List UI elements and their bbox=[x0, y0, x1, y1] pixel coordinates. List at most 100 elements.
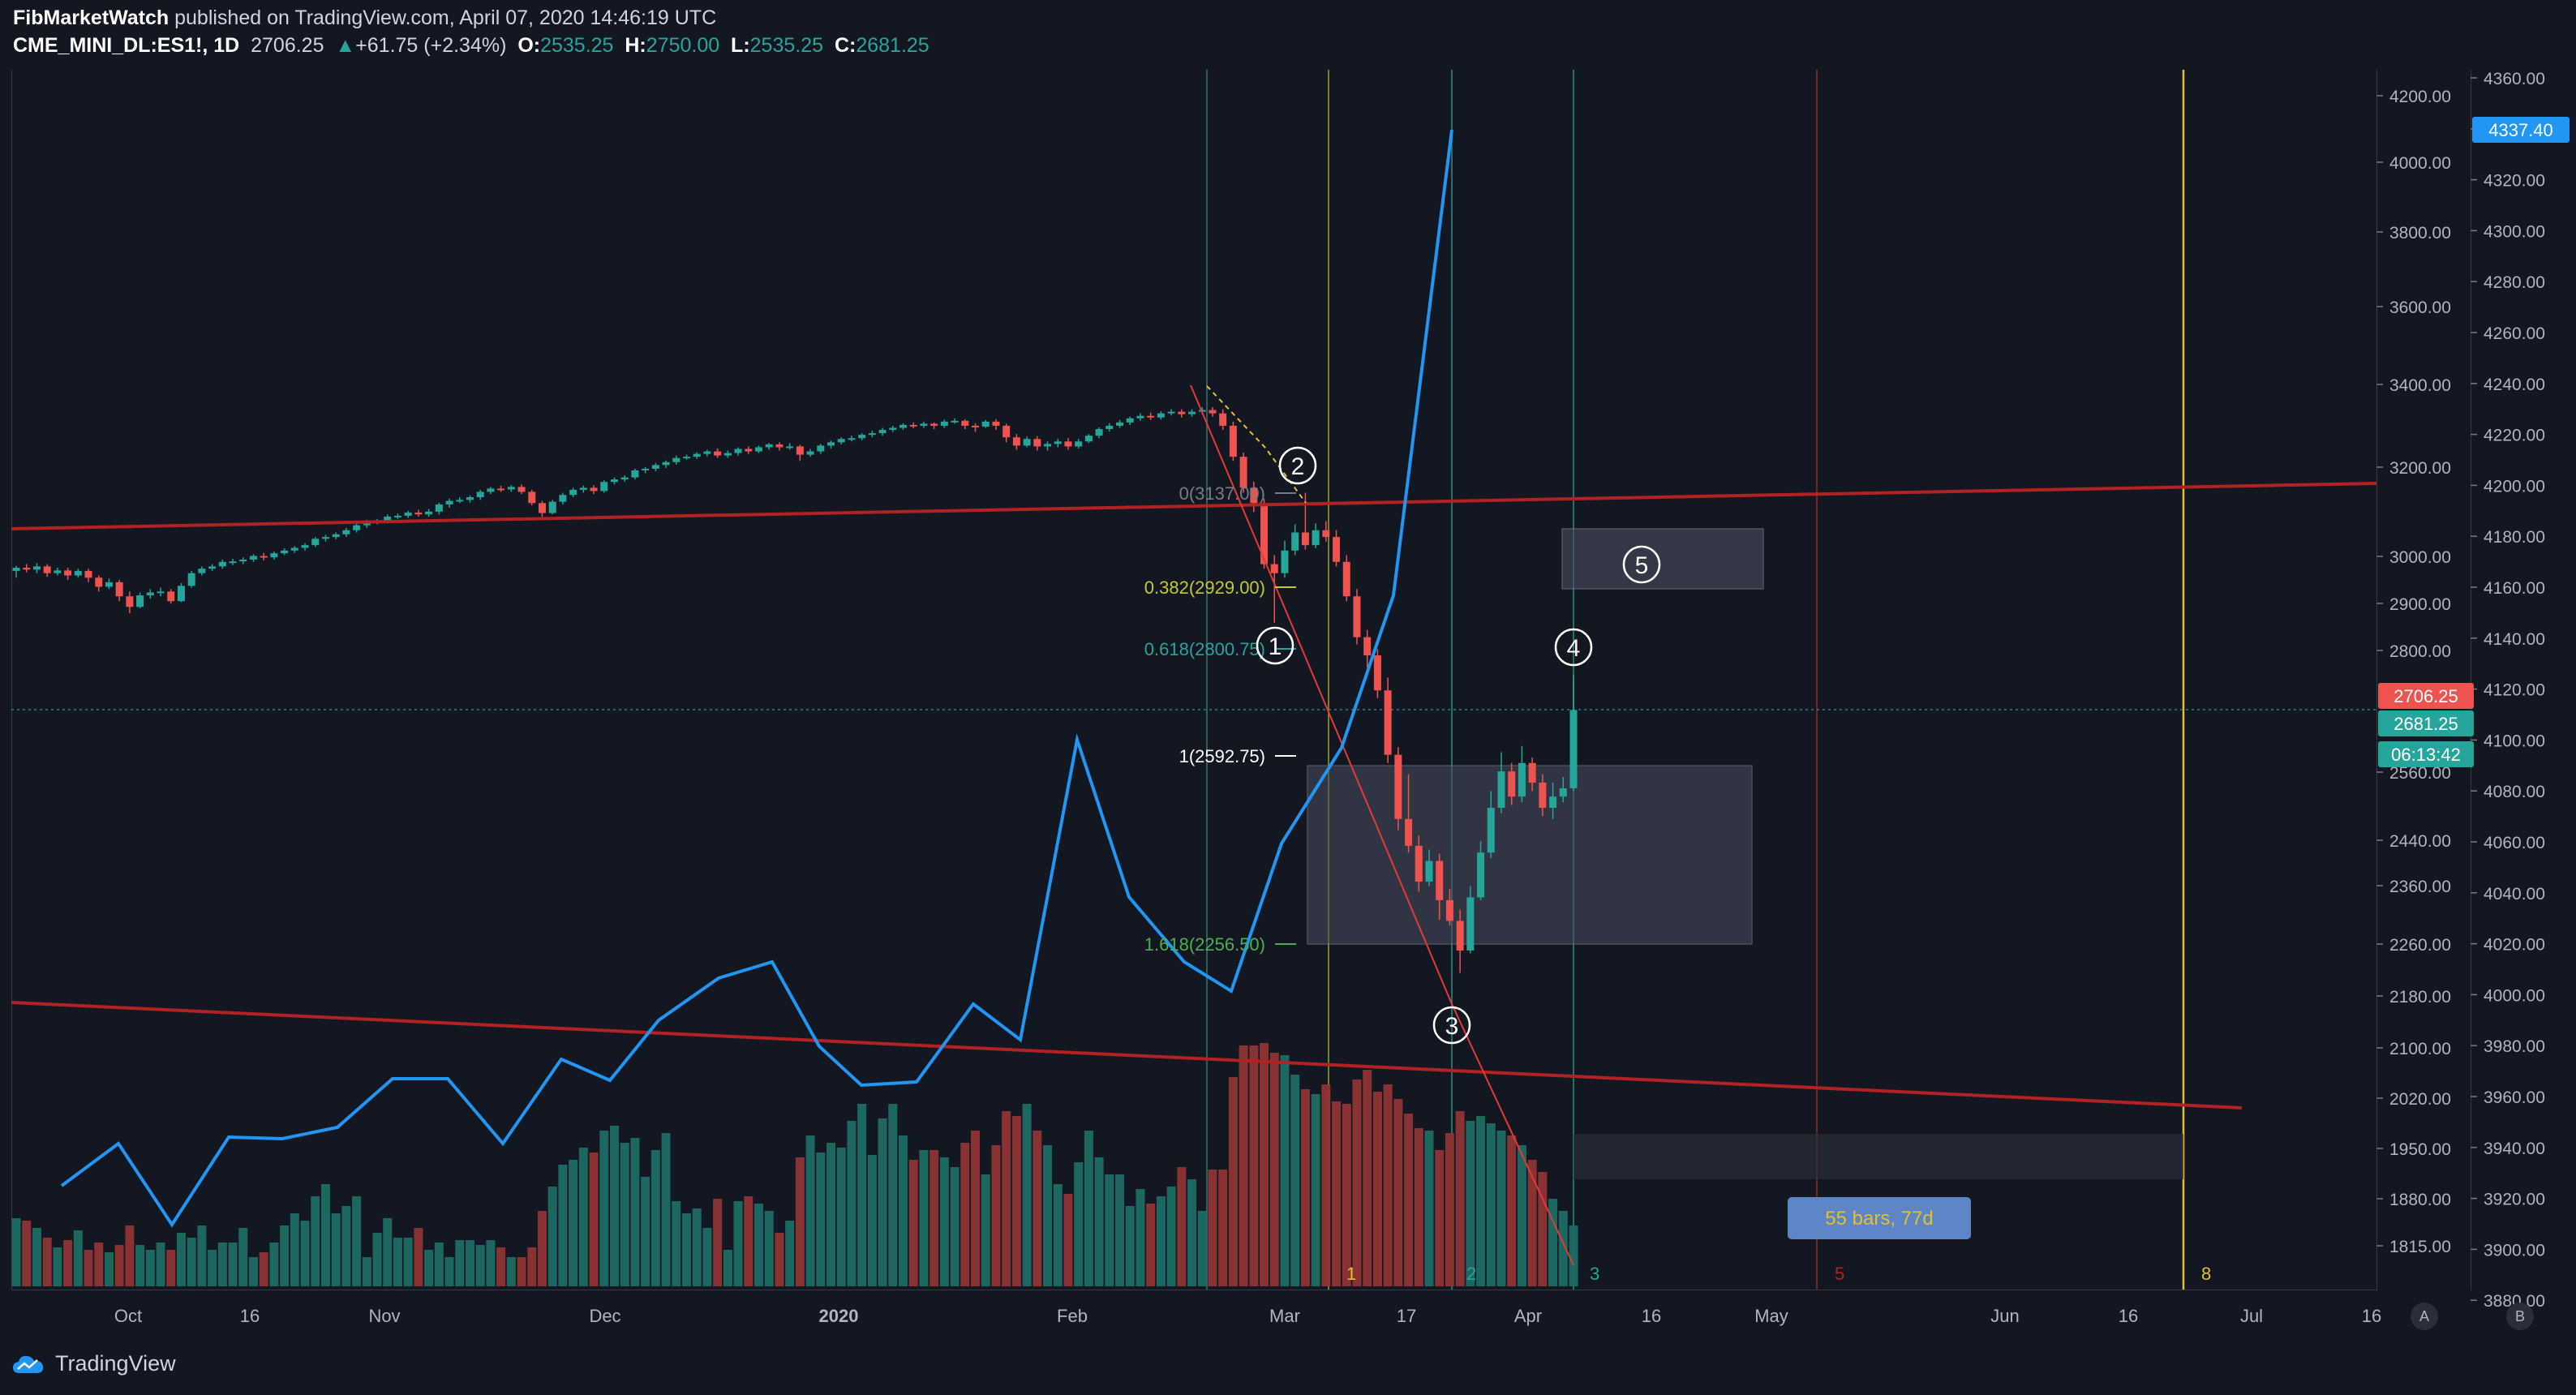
price-tag bbox=[2378, 710, 2474, 736]
y-axis-label: 2180.00 bbox=[2389, 988, 2451, 1007]
candle-body bbox=[765, 444, 773, 448]
volume-bar bbox=[135, 1245, 145, 1286]
price-tag bbox=[2472, 117, 2570, 143]
volume-bar bbox=[238, 1228, 248, 1286]
volume-bar bbox=[63, 1240, 73, 1286]
volume-bar bbox=[434, 1243, 444, 1286]
candle-body bbox=[23, 568, 31, 570]
candle-body bbox=[12, 568, 20, 571]
author-name[interactable]: FibMarketWatch bbox=[13, 6, 170, 29]
candle-body bbox=[84, 570, 92, 578]
candle-body bbox=[1508, 771, 1516, 797]
candle-body bbox=[981, 421, 990, 427]
volume-bar bbox=[775, 1233, 784, 1286]
candle-body bbox=[301, 545, 309, 548]
candle-body bbox=[693, 453, 701, 457]
y-axis-label: 3200.00 bbox=[2389, 459, 2451, 478]
candle-body bbox=[1084, 436, 1093, 442]
candle-body bbox=[600, 482, 608, 491]
volume-bar bbox=[1414, 1128, 1423, 1286]
y2-axis-label: 4360.00 bbox=[2484, 70, 2545, 88]
candle-body bbox=[745, 449, 753, 452]
candle-body bbox=[1260, 503, 1269, 564]
candle-body bbox=[827, 442, 835, 446]
candle-body bbox=[1281, 550, 1289, 573]
y2-axis-label: 3900.00 bbox=[2484, 1241, 2545, 1260]
volume-bar bbox=[692, 1208, 702, 1286]
volume-bar bbox=[455, 1240, 465, 1286]
candle-body bbox=[1178, 411, 1186, 414]
log-scale-button[interactable]: B bbox=[2506, 1303, 2534, 1330]
candle-body bbox=[1012, 437, 1020, 446]
tradingview-logo[interactable]: TradingView bbox=[11, 1351, 176, 1376]
auto-scale-button[interactable]: A bbox=[2411, 1303, 2438, 1330]
volume-bar bbox=[228, 1243, 238, 1286]
volume-bar bbox=[1300, 1089, 1310, 1286]
candle-body bbox=[218, 561, 226, 567]
candle-body bbox=[1167, 411, 1175, 414]
volume-bar bbox=[166, 1250, 176, 1286]
volume-bar bbox=[620, 1143, 629, 1286]
candle-body bbox=[476, 491, 484, 498]
volume-bar bbox=[187, 1238, 196, 1286]
x-axis-label: 16 bbox=[2362, 1306, 2381, 1326]
chart-pane[interactable] bbox=[11, 70, 2376, 1290]
volume-bar bbox=[785, 1221, 795, 1286]
bars-count-box[interactable] bbox=[1788, 1197, 1971, 1239]
candle-body bbox=[64, 570, 72, 576]
y2-axis-label: 4080.00 bbox=[2484, 783, 2545, 801]
volume-bar bbox=[1228, 1077, 1238, 1286]
candle-body bbox=[1250, 487, 1258, 504]
candle-body bbox=[435, 504, 443, 512]
volume-bar bbox=[908, 1160, 918, 1286]
indicator-line bbox=[60, 129, 1453, 1228]
candle-body bbox=[260, 556, 268, 558]
candle-body bbox=[425, 511, 433, 515]
price-tag bbox=[2378, 683, 2474, 709]
candle-body bbox=[136, 595, 144, 607]
volume-bar bbox=[403, 1238, 413, 1286]
candle-body bbox=[1229, 425, 1237, 457]
wave-5-target-box[interactable] bbox=[1561, 528, 1764, 590]
candle-body bbox=[940, 421, 948, 426]
candle-body bbox=[1312, 530, 1320, 546]
volume-bar bbox=[1558, 1211, 1568, 1286]
volume-bar bbox=[114, 1245, 124, 1286]
volume-bar bbox=[331, 1213, 341, 1286]
volume-bar bbox=[73, 1230, 83, 1286]
y2-axis-label: 4020.00 bbox=[2484, 936, 2545, 955]
candle-body bbox=[837, 439, 845, 443]
candle-body bbox=[1487, 807, 1495, 853]
volume-bar bbox=[713, 1199, 723, 1286]
candle-body bbox=[1188, 411, 1196, 414]
logo-text: TradingView bbox=[55, 1351, 176, 1376]
decline-line bbox=[1190, 384, 1574, 1266]
lower-trendline[interactable] bbox=[11, 1001, 2243, 1110]
upper-trendline[interactable] bbox=[11, 482, 2377, 530]
candle-body bbox=[74, 570, 82, 576]
candle-body bbox=[1342, 561, 1350, 597]
candle-body bbox=[1054, 441, 1062, 444]
candle-body bbox=[1415, 845, 1423, 882]
chart-header: FibMarketWatch published on TradingView.… bbox=[0, 0, 2576, 62]
volume-bar bbox=[11, 1218, 21, 1286]
candle-body bbox=[930, 423, 938, 426]
target-zone-box[interactable] bbox=[1307, 765, 1753, 945]
y-axis-label: 2900.00 bbox=[2389, 595, 2451, 614]
candle-body bbox=[290, 547, 298, 551]
candle-body bbox=[105, 582, 113, 587]
symbol-name[interactable]: CME_MINI_DL:ES1!, 1D bbox=[13, 34, 240, 57]
volume-bar bbox=[1218, 1170, 1228, 1286]
candle-body bbox=[909, 424, 917, 427]
candle-body bbox=[538, 503, 546, 513]
y2-axis-label: 4000.00 bbox=[2484, 986, 2545, 1005]
candle-body bbox=[270, 553, 278, 558]
candle-body bbox=[239, 559, 247, 562]
candle-body bbox=[281, 550, 289, 554]
candle-body bbox=[951, 420, 959, 423]
y2-axis-label: 3940.00 bbox=[2484, 1140, 2545, 1158]
volume-bar bbox=[1476, 1116, 1486, 1286]
volume-bar bbox=[1166, 1187, 1176, 1286]
candle-body bbox=[806, 451, 814, 455]
